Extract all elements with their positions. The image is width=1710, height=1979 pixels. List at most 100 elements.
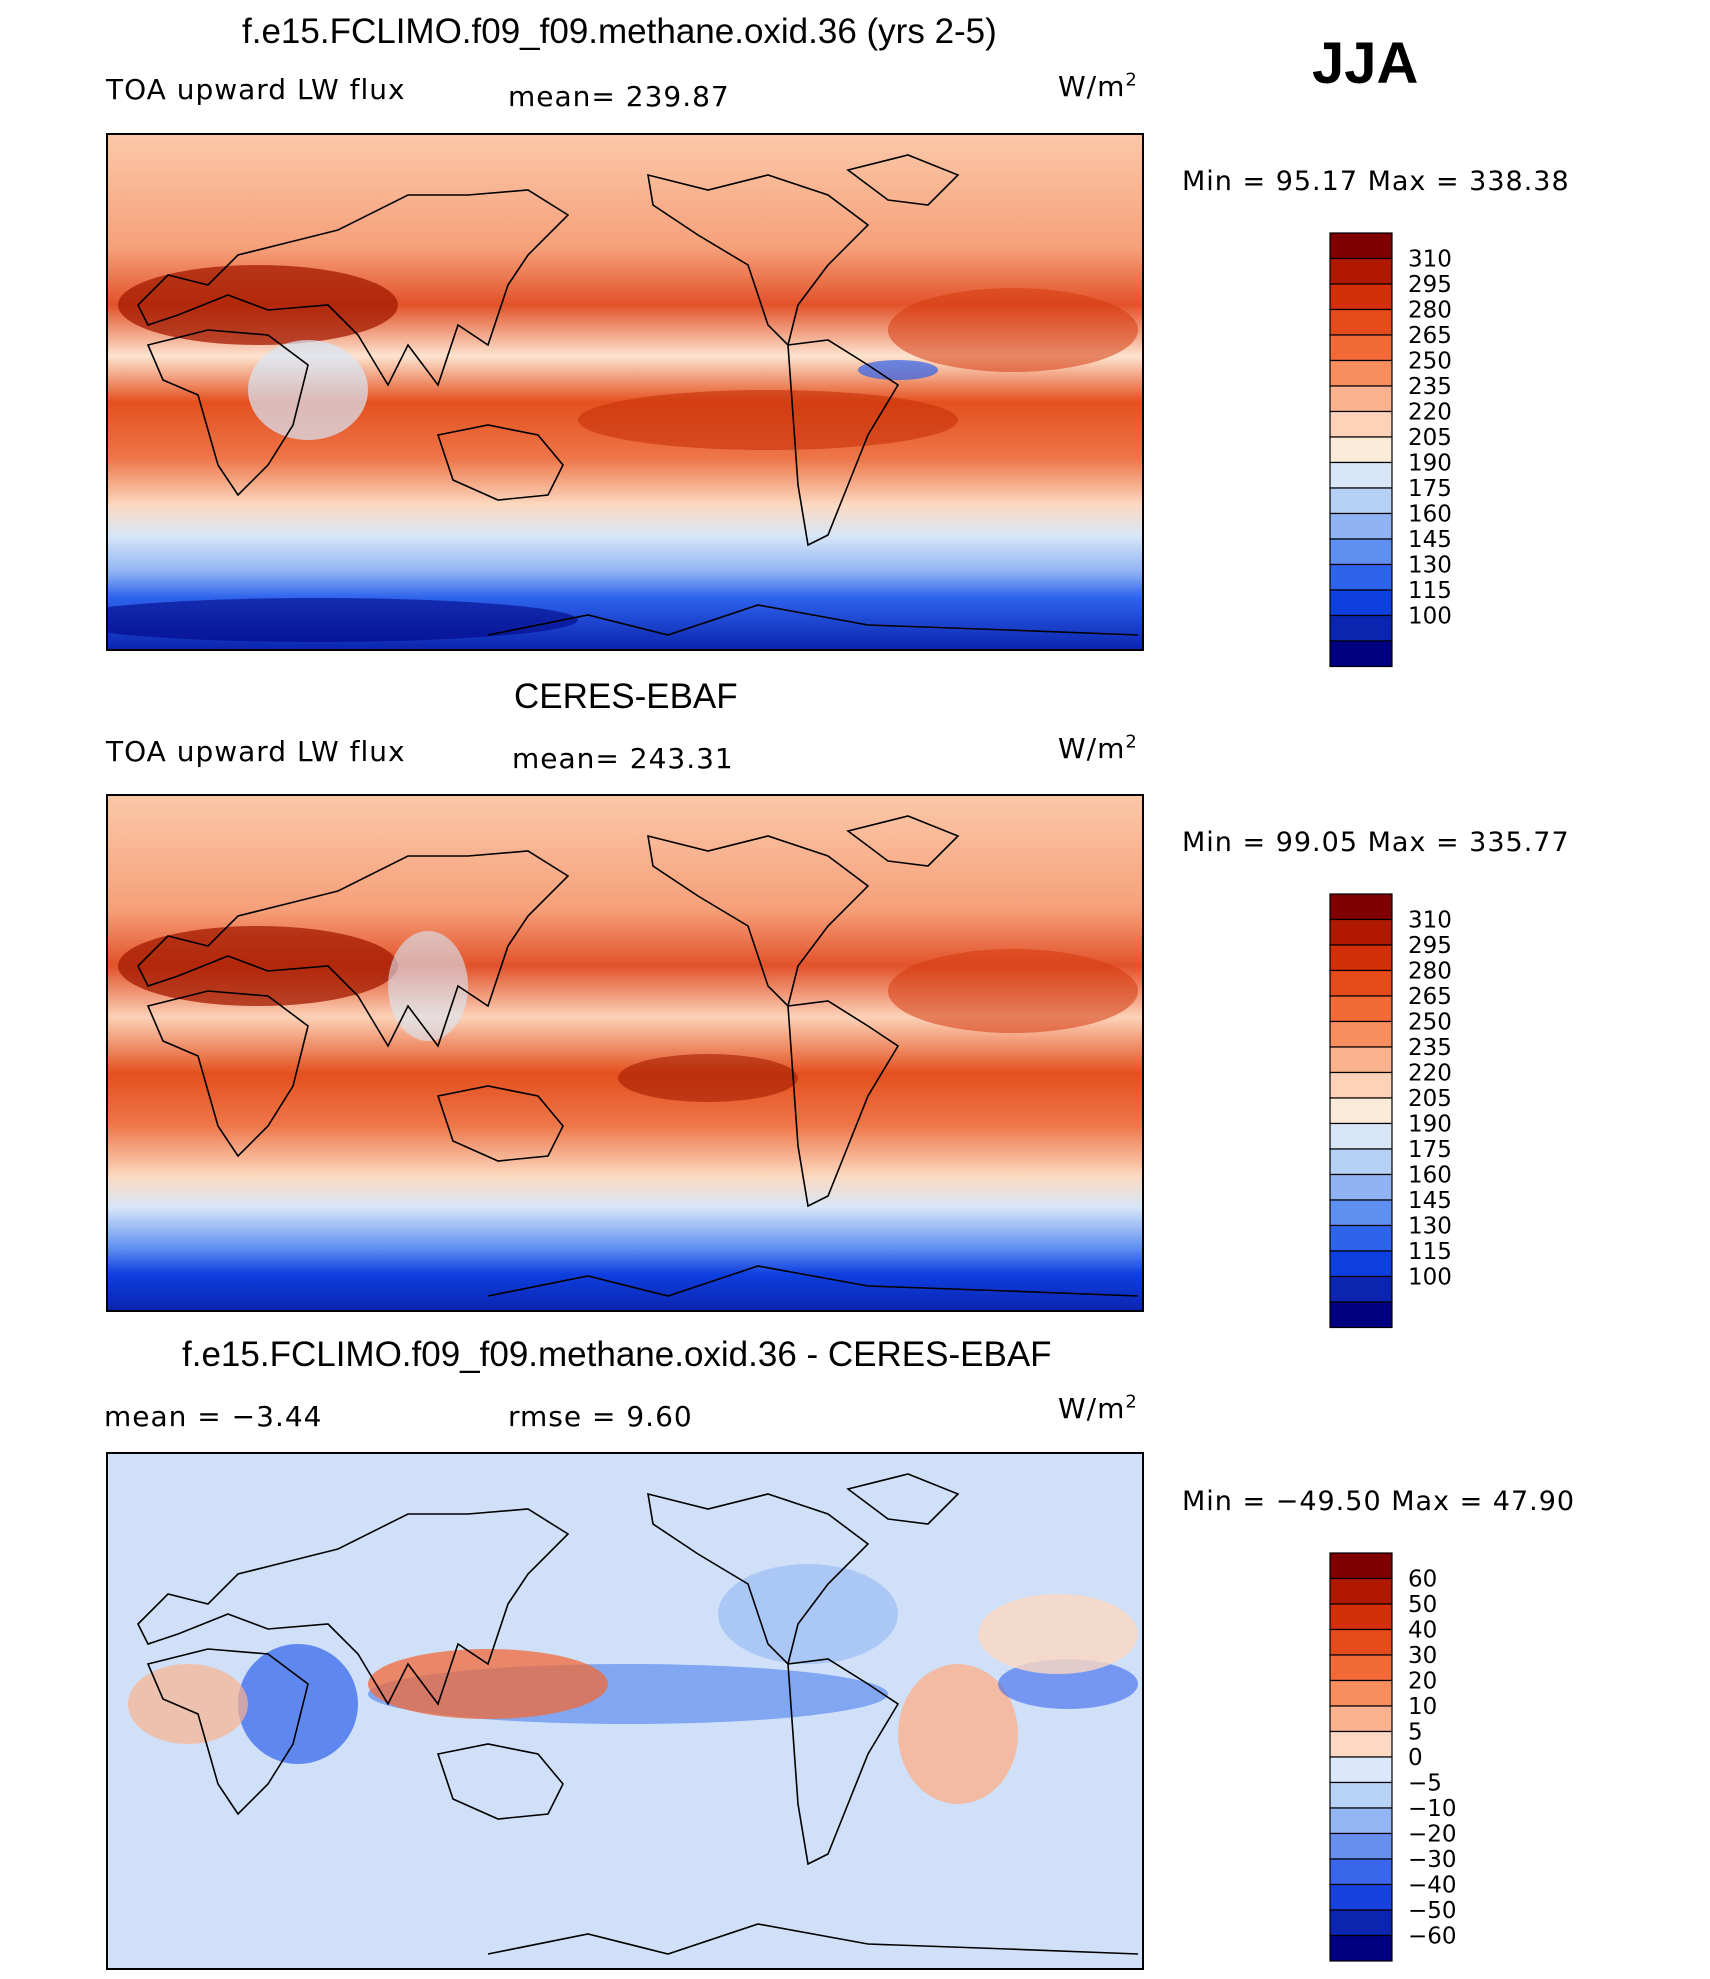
colorbar-tick-label: −40 [1408, 1873, 1457, 1899]
colorbar-box [1329, 969, 1393, 997]
colorbar-tick-label: 190 [1408, 451, 1452, 477]
colorbar-tick-label: 145 [1408, 1188, 1452, 1214]
panel1-colorbar: 310 295 280 265 250 235 220 205 190 175 160 145 130 1… [1329, 232, 1490, 668]
colorbar-tick-label: 30 [1408, 1643, 1437, 1669]
colorbar-tick-label: 265 [1408, 984, 1452, 1010]
colorbar-tick-label: 295 [1408, 272, 1452, 298]
colorbar-box [1329, 1301, 1393, 1329]
panel2-title: CERES-EBAF [514, 677, 738, 716]
colorbar-box [1329, 893, 1393, 921]
colorbar-tick-label: 175 [1408, 1137, 1452, 1163]
colorbar-box [1329, 334, 1393, 362]
panel1-units: W/m2 [1058, 69, 1138, 103]
colorbar-tick-label: 5 [1408, 1720, 1423, 1746]
colorbar-tick-label: 295 [1408, 933, 1452, 959]
colorbar-tick-label: 310 [1408, 908, 1452, 934]
panel1-mean: mean= 239.87 [508, 80, 730, 113]
panel2-colorbar: 310 295 280 265 250 235 220 205 190 175 160 145 130 1… [1329, 893, 1490, 1329]
colorbar-box [1329, 359, 1393, 387]
colorbar-box [1329, 1148, 1393, 1176]
colorbar-box [1329, 944, 1393, 972]
colorbar-tick-label: −5 [1408, 1771, 1442, 1797]
colorbar-tick-label: −30 [1408, 1847, 1457, 1873]
colorbar-box [1329, 1250, 1393, 1278]
colorbar-box [1329, 1807, 1393, 1835]
colorbar-box [1329, 1679, 1393, 1707]
colorbar-tick-label: 50 [1408, 1592, 1437, 1618]
colorbar-box [1329, 385, 1393, 413]
colorbar-box [1329, 232, 1393, 260]
panel2-minmax: Min = 99.05 Max = 335.77 [1182, 827, 1570, 858]
colorbar-box [1329, 1071, 1393, 1099]
colorbar-tick-label: 160 [1408, 1163, 1452, 1189]
colorbar-tick-label: 250 [1408, 349, 1452, 375]
colorbar-box [1329, 1934, 1393, 1962]
colorbar-tick-label: 280 [1408, 298, 1452, 324]
colorbar-tick-label: −50 [1408, 1898, 1457, 1924]
colorbar-box [1329, 1097, 1393, 1125]
colorbar-tick-label: 115 [1408, 1239, 1452, 1265]
colorbar-box [1329, 1883, 1393, 1911]
colorbar-box [1329, 308, 1393, 336]
panel2-variable: TOA upward LW flux [106, 735, 406, 768]
colorbar-box [1329, 614, 1393, 642]
panel3-map [106, 1452, 1144, 1970]
colorbar-box [1329, 1224, 1393, 1252]
colorbar-box [1329, 1628, 1393, 1656]
colorbar-tick-label: 205 [1408, 425, 1452, 451]
colorbar-tick-label: 130 [1408, 553, 1452, 579]
colorbar-box [1329, 1020, 1393, 1048]
colorbar-box [1329, 1122, 1393, 1150]
colorbar-tick-label: 190 [1408, 1112, 1452, 1138]
colorbar-box [1329, 1173, 1393, 1201]
colorbar-tick-label: −60 [1408, 1924, 1457, 1950]
colorbar-tick-label: −10 [1408, 1796, 1457, 1822]
colorbar-box [1329, 1046, 1393, 1074]
colorbar-box [1329, 436, 1393, 464]
panel3-colorbar: 60 50 40 30 20 10 5 0 −5 −10 −20 −30 −40 −50 −60 [1329, 1552, 1490, 1977]
colorbar-tick-label: 60 [1408, 1567, 1437, 1593]
colorbar-box [1329, 1832, 1393, 1860]
season-label: JJA [1312, 31, 1419, 96]
colorbar-box [1329, 1781, 1393, 1809]
colorbar-box [1329, 589, 1393, 617]
colorbar-tick-label: 20 [1408, 1669, 1437, 1695]
colorbar-box [1329, 1705, 1393, 1733]
colorbar-box [1329, 640, 1393, 668]
colorbar-tick-label: 250 [1408, 1010, 1452, 1036]
colorbar-tick-label: 100 [1408, 1265, 1452, 1291]
panel2-mean: mean= 243.31 [512, 742, 734, 775]
panel3-mean: mean = −3.44 [104, 1400, 323, 1433]
colorbar-box [1329, 563, 1393, 591]
colorbar-tick-label: 205 [1408, 1086, 1452, 1112]
colorbar-tick-label: −20 [1408, 1822, 1457, 1848]
colorbar-tick-label: 100 [1408, 604, 1452, 630]
panel2-units: W/m2 [1058, 731, 1138, 765]
colorbar-box [1329, 512, 1393, 540]
colorbar-tick-label: 220 [1408, 400, 1452, 426]
colorbar-tick-label: 10 [1408, 1694, 1437, 1720]
colorbar-box [1329, 1603, 1393, 1631]
colorbar-box [1329, 410, 1393, 438]
colorbar-tick-label: 235 [1408, 1035, 1452, 1061]
panel1-minmax: Min = 95.17 Max = 338.38 [1182, 166, 1570, 197]
colorbar-tick-label: 310 [1408, 247, 1452, 273]
panel3-units: W/m2 [1058, 1391, 1138, 1425]
panel2-map [106, 794, 1144, 1312]
colorbar-tick-label: 235 [1408, 374, 1452, 400]
colorbar-box [1329, 1654, 1393, 1682]
colorbar-tick-label: 160 [1408, 502, 1452, 528]
colorbar-box [1329, 461, 1393, 489]
colorbar-box [1329, 1275, 1393, 1303]
panel3-rmse: rmse = 9.60 [508, 1400, 693, 1433]
colorbar-box [1329, 918, 1393, 946]
colorbar-box [1329, 995, 1393, 1023]
colorbar-box [1329, 1858, 1393, 1886]
colorbar-tick-label: 115 [1408, 578, 1452, 604]
colorbar-tick-label: 220 [1408, 1061, 1452, 1087]
colorbar-tick-label: 265 [1408, 323, 1452, 349]
colorbar-box [1329, 538, 1393, 566]
colorbar-tick-label: 175 [1408, 476, 1452, 502]
colorbar-box [1329, 283, 1393, 311]
colorbar-tick-label: 280 [1408, 959, 1452, 985]
